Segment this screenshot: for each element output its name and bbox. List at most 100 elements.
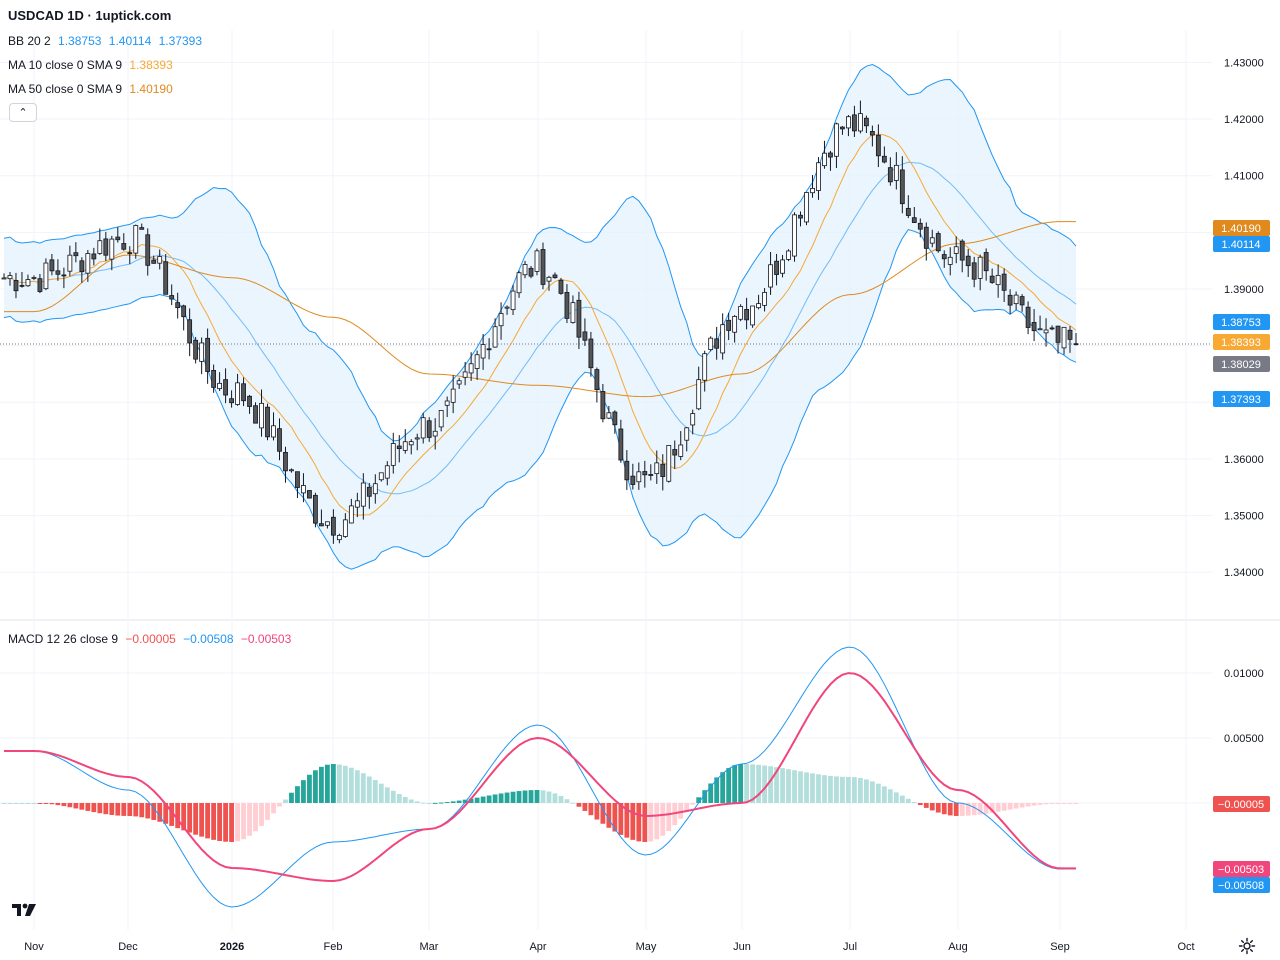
macd-histogram-bar (181, 803, 187, 831)
macd-histogram-bar (61, 803, 67, 807)
macd-histogram-bar (798, 771, 803, 803)
candle-body (612, 411, 618, 426)
macd-histogram-bar (301, 780, 306, 803)
ma50-price-label-tag (1213, 220, 1270, 236)
macd-histogram-bar (211, 803, 217, 840)
candle-body (157, 256, 163, 264)
macd-histogram-bar (313, 770, 318, 803)
time-tick-label: 2026 (220, 941, 244, 953)
price-labels: 1.40190 1.40114 1.38753 1.38393 1.38029 1.373… (1213, 220, 1270, 893)
candle-body (504, 306, 510, 309)
candle-body (193, 339, 199, 360)
macd-histogram-bar (642, 803, 648, 842)
candle-body (840, 126, 845, 130)
candle-body (678, 444, 684, 457)
price-tick-label: 1.36000 (1224, 454, 1264, 466)
candle-body (235, 382, 240, 405)
candle-body (636, 471, 642, 483)
candle-body (893, 164, 899, 181)
macd-histogram-bar (594, 803, 600, 820)
legend-ma50-value: 1.40190 (129, 82, 173, 96)
macd-histogram-bar (432, 802, 438, 804)
macd-histogram-bar (414, 801, 420, 803)
macd-histogram-bar (636, 803, 642, 842)
candle-body (989, 275, 995, 283)
time-tick-label: Dec (118, 941, 138, 953)
macd-histogram-bar (905, 798, 911, 803)
macd-histogram-bar (738, 764, 744, 803)
macd-histogram-bar (1007, 803, 1013, 810)
candle-body (169, 295, 175, 300)
macd-histogram-bar (582, 803, 588, 811)
macd-histogram-bar (552, 793, 558, 803)
candle-body (558, 279, 564, 294)
candle-body (750, 305, 756, 326)
macd-histogram-bar (863, 779, 869, 803)
macd-histogram-bar (1025, 803, 1031, 807)
candle-body (947, 256, 953, 265)
macd-histogram-bar (408, 799, 414, 803)
candle-body (378, 472, 384, 481)
candle-body (995, 275, 1001, 286)
macd-histogram-bar (103, 803, 109, 815)
macd-histogram-bar (492, 794, 498, 803)
candle-body (307, 490, 312, 499)
legend-macd[interactable]: MACD 12 26 close 9 −0.00005 −0.00508 −0.… (8, 632, 295, 646)
macd-histogram-bar (109, 803, 115, 815)
macd-histogram-bar (438, 802, 444, 804)
macd-histogram-bar (654, 803, 660, 840)
macd-histogram-bar (151, 803, 157, 820)
macd-signal-line (4, 672, 1076, 883)
macd-histogram-bar (606, 803, 612, 828)
macd-histogram-bar (420, 802, 426, 804)
macd-histogram-bar (714, 777, 720, 803)
legend-ma10-label: MA 10 close 0 SMA 9 (8, 58, 123, 72)
legend-ma10[interactable]: MA 10 close 0 SMA 9 1.38393 (8, 58, 177, 72)
macd-histogram-bar (348, 767, 354, 803)
time-tick-label: Mar (420, 941, 439, 953)
macd-value-label-text: −0.00508 (1218, 880, 1264, 892)
legend-macd-signal: −0.00503 (240, 632, 292, 646)
candle-body (402, 441, 408, 451)
macd-histogram-bar (169, 803, 175, 826)
candle-body (474, 354, 480, 369)
macd-histogram-bar (732, 765, 738, 803)
candle-body (366, 486, 372, 497)
candle-body (97, 240, 103, 254)
macd-histogram-bar (199, 803, 205, 837)
candle-body (1037, 328, 1043, 331)
gear-icon[interactable] (1238, 937, 1256, 955)
time-tick-label: Jul (843, 941, 857, 953)
macd-histogram-bar (205, 803, 211, 839)
price-tick-label: 1.35000 (1224, 511, 1264, 523)
macd-histogram-bar (85, 803, 91, 811)
macd-tick-label: 0.00500 (1224, 733, 1264, 745)
legend-bb-basis: 1.38753 (58, 34, 102, 48)
macd-histogram-bar (402, 797, 408, 803)
macd-histogram-bar (193, 803, 199, 835)
ma50-price-label-text: 1.40190 (1221, 223, 1261, 235)
tradingview-logo-icon[interactable] (10, 900, 40, 920)
candle-body (798, 214, 803, 219)
last-price-label-tag (1213, 356, 1270, 372)
candle-body (522, 264, 528, 276)
candle-body (708, 337, 714, 350)
legend-ma50[interactable]: MA 50 close 0 SMA 9 1.40190 (8, 82, 177, 96)
macd-histogram-bar (971, 803, 977, 816)
candle-body (480, 344, 486, 359)
candle-body (1013, 294, 1019, 305)
candle-body (881, 155, 887, 163)
macd-histogram-bar (324, 764, 330, 803)
macd-histogram-bar (145, 803, 151, 819)
collapse-legend-button[interactable]: ⌃ (9, 103, 37, 122)
candle-body (899, 169, 905, 205)
candle-body (1061, 326, 1067, 349)
ma10-price-label-tag (1213, 334, 1270, 350)
macd-histogram-bar (720, 772, 726, 803)
macd-histogram-bar (648, 803, 654, 842)
legend-bb[interactable]: BB 20 2 1.38753 1.40114 1.37393 (8, 34, 206, 48)
macd-histogram-bar (840, 776, 845, 803)
macd-histogram-bar (49, 803, 55, 805)
